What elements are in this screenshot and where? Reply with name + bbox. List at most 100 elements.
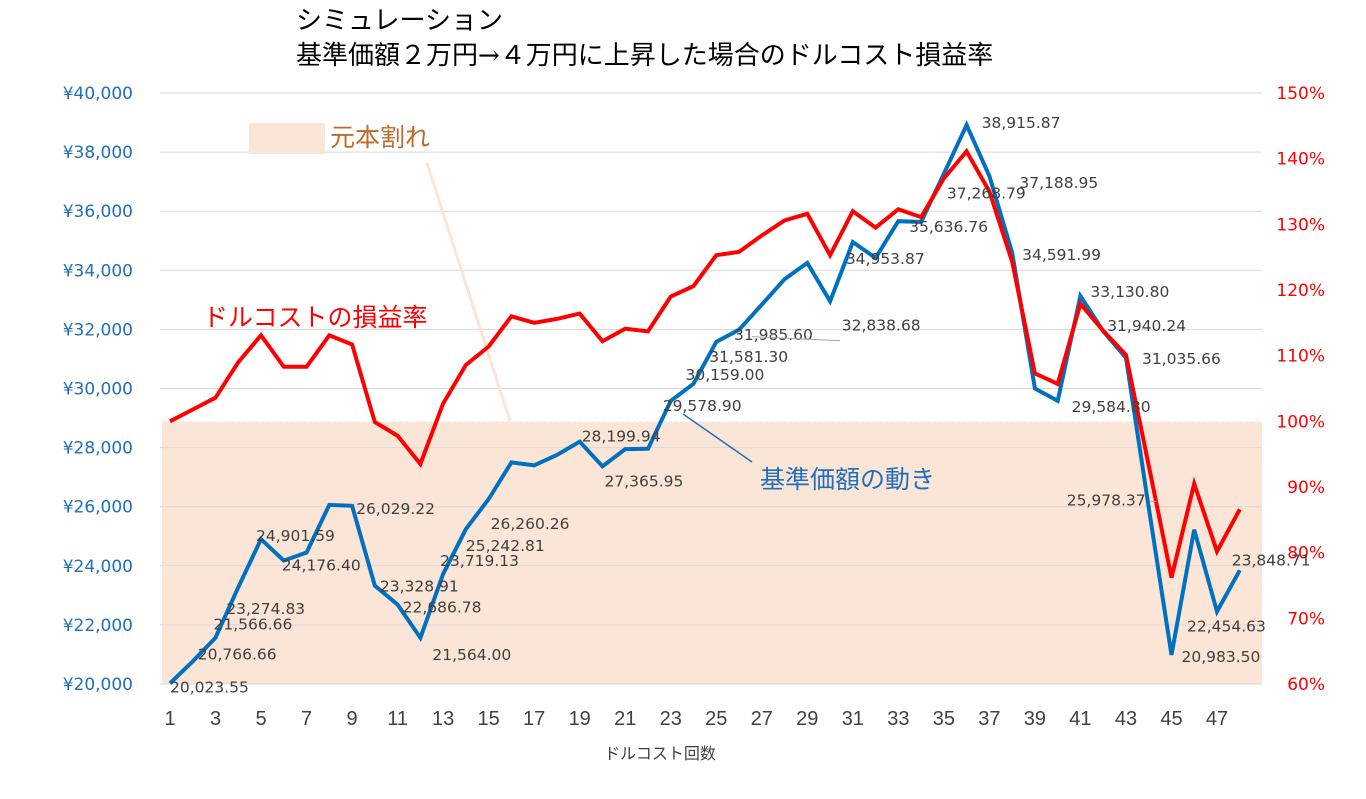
x-axis: 1 3 5 7 9 11 13 15 17 19 21 23 25 27 29 31 33 35 37 39 41 43 4… [164, 708, 1228, 730]
x-tick-label: 31 [842, 708, 864, 730]
data-label: 34,953.87 [846, 250, 925, 268]
left-y-tick-label: ¥26,000 [63, 498, 133, 518]
data-label: 29,584.80 [1072, 398, 1151, 416]
data-label: 27,365.95 [604, 472, 683, 490]
left-y-tick-label: ¥32,000 [63, 320, 133, 340]
right-y-tick-label: 140% [1276, 150, 1325, 170]
x-tick-label: 45 [1160, 708, 1182, 730]
loss-region-annotation: 元本割れ [330, 123, 430, 152]
data-label: 34,591.99 [1022, 246, 1101, 264]
data-label: 29,578.90 [663, 397, 742, 415]
left-y-tick-label: ¥30,000 [63, 380, 133, 400]
right-y-tick-label: 60% [1287, 675, 1325, 695]
x-tick-label: 17 [523, 708, 545, 730]
x-tick-label: 13 [432, 708, 454, 730]
x-tick-label: 23 [660, 708, 682, 730]
data-label: 24,901.59 [256, 527, 335, 545]
x-tick-label: 39 [1024, 708, 1046, 730]
data-label: 37,188.95 [1019, 174, 1098, 192]
x-tick-label: 33 [887, 708, 909, 730]
return-rate-annotation: ドルコストの損益率 [203, 303, 428, 332]
x-tick-label: 3 [210, 708, 221, 730]
right-y-tick-label: 100% [1276, 412, 1325, 432]
return-rate-series-line [169, 147, 1242, 579]
data-label: 26,029.22 [356, 500, 435, 518]
nav-series-line [168, 120, 1242, 685]
data-label: 22,454.63 [1187, 617, 1266, 635]
x-tick-label: 7 [301, 708, 312, 730]
x-tick-label: 15 [478, 708, 500, 730]
data-label: 31,985.60 [734, 326, 813, 344]
data-label: 23,848.71 [1232, 551, 1311, 569]
left-y-tick-label: ¥22,000 [63, 616, 133, 636]
series-group [168, 120, 1242, 685]
data-label: 37,268.79 [947, 185, 1026, 203]
x-tick-label: 1 [164, 708, 175, 730]
x-tick-label: 29 [796, 708, 818, 730]
data-label: 26,260.26 [491, 515, 570, 533]
left-y-tick-label: ¥36,000 [63, 202, 133, 222]
data-label: 31,940.24 [1107, 317, 1186, 335]
data-label-leader [751, 336, 840, 342]
nav-leader-line [682, 413, 753, 463]
x-tick-label: 41 [1069, 708, 1091, 730]
data-label: 23,719.13 [440, 552, 519, 570]
right-y-tick-label: 150% [1276, 84, 1325, 104]
left-y-tick-label: ¥20,000 [63, 675, 133, 695]
left-y-tick-label: ¥34,000 [63, 261, 133, 281]
x-tick-label: 27 [751, 708, 773, 730]
x-tick-label: 47 [1206, 708, 1228, 730]
data-label: 24,176.40 [282, 557, 361, 575]
data-label: 25,242.81 [466, 537, 545, 555]
data-label: 31,581.30 [709, 348, 788, 366]
right-y-tick-label: 80% [1287, 544, 1325, 564]
chart-title-line-1: シミュレーション [296, 6, 503, 36]
x-tick-label: 37 [978, 708, 1000, 730]
data-label: 23,274.83 [226, 600, 305, 618]
x-tick-label: 35 [933, 708, 955, 730]
x-tick-label: 21 [614, 708, 636, 730]
left-y-tick-label: ¥24,000 [63, 557, 133, 577]
data-label: 31,035.66 [1142, 350, 1221, 368]
left-y-tick-label: ¥28,000 [63, 439, 133, 459]
right-y-tick-label: 70% [1287, 609, 1325, 629]
right-y-tick-label: 90% [1287, 478, 1325, 498]
data-label: 23,328.91 [380, 578, 459, 596]
data-label: 21,566.66 [214, 616, 293, 634]
data-label: 20,983.50 [1181, 648, 1260, 666]
x-tick-label: 11 [387, 708, 408, 730]
data-label: 20,023.55 [170, 678, 249, 696]
x-tick-label: 25 [705, 708, 727, 730]
data-label: 20,766.66 [198, 645, 277, 663]
data-label: 22,686.78 [403, 599, 482, 617]
x-tick-label: 43 [1115, 708, 1137, 730]
left-y-tick-label: ¥40,000 [63, 84, 133, 104]
data-label: 25,978.37 [1067, 491, 1146, 509]
left-y-tick-label: ¥38,000 [63, 143, 133, 163]
right-y-tick-label: 130% [1276, 215, 1325, 235]
data-label: 35,636.76 [909, 218, 988, 236]
nav-annotation: 基準価額の動き [760, 465, 935, 494]
chart-title: シミュレーション 基準価額２万円→４万円に上昇した場合のドルコスト損益率 [296, 6, 993, 71]
right-y-tick-label: 110% [1276, 347, 1325, 367]
data-label: 28,199.94 [582, 428, 661, 446]
data-label: 32,838.68 [842, 317, 921, 335]
x-axis-title: ドルコスト回数 [604, 744, 716, 763]
data-label: 21,564.00 [432, 646, 511, 664]
data-label: 38,915.87 [982, 114, 1061, 132]
data-label: 30,159.00 [686, 366, 765, 384]
x-tick-label: 19 [569, 708, 591, 730]
x-tick-label: 5 [255, 708, 266, 730]
x-tick-label: 9 [347, 708, 358, 730]
right-y-tick-label: 120% [1276, 281, 1325, 301]
chart-title-line-2: 基準価額２万円→４万円に上昇した場合のドルコスト損益率 [296, 41, 993, 71]
right-y-axis: 150% 140% 130% 120% 110% 100% 90% 80% 70% 60% [1276, 84, 1325, 695]
loss-region-leader-line [425, 162, 512, 422]
loss-region-legend-swatch [249, 123, 325, 154]
loss-region-shading [162, 421, 1262, 684]
data-label: 33,130.80 [1090, 283, 1169, 301]
left-y-axis: ¥40,000 ¥38,000 ¥36,000 ¥34,000 ¥32,000 ¥30,0… [63, 84, 133, 695]
gridlines [160, 92, 1262, 685]
